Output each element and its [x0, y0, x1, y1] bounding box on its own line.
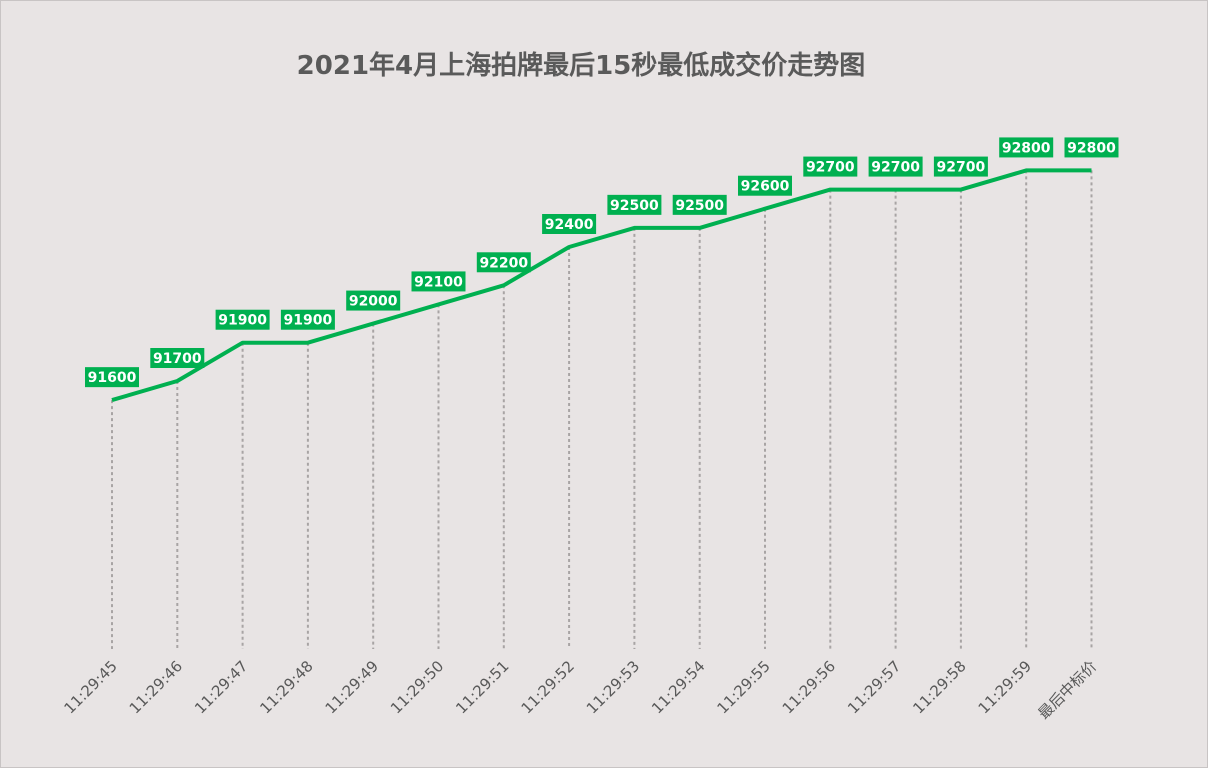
- data-label-text: 92700: [937, 160, 986, 176]
- data-label-text: 92600: [741, 179, 790, 195]
- x-tick-label: 11:29:51: [452, 657, 512, 717]
- data-label-box: [803, 156, 858, 177]
- x-tick-label: 11:29:56: [779, 657, 839, 717]
- data-label-box: [868, 156, 923, 177]
- data-label-box: [346, 290, 401, 311]
- x-tick-label: 11:29:57: [844, 657, 904, 717]
- data-label-box: [933, 156, 988, 177]
- data-label-text: 92100: [414, 274, 463, 290]
- data-label-box: [738, 175, 792, 196]
- data-label-box: [215, 309, 270, 330]
- data-label-text: 91700: [153, 351, 202, 367]
- data-label: 92700: [868, 156, 923, 177]
- drop-lines: [111, 170, 1093, 649]
- data-label-text: 92200: [479, 255, 528, 271]
- data-label-box: [150, 348, 205, 368]
- data-label: 91900: [280, 309, 335, 330]
- x-tick-label: 11:29:45: [60, 657, 120, 717]
- data-label-box: [607, 194, 662, 215]
- x-tick-label: 11:29:59: [975, 657, 1035, 717]
- data-label: 92200: [476, 252, 531, 273]
- data-label-text: 91600: [88, 370, 137, 386]
- x-tick-label: 11:29:52: [518, 657, 578, 717]
- data-labels: 91600 91700 91900 91900 92000 92100 92200 92400…: [85, 137, 1119, 388]
- data-label-text: 92800: [1067, 140, 1116, 156]
- data-label-box: [476, 252, 531, 273]
- data-label-text: 92800: [1002, 140, 1051, 156]
- data-label-box: [672, 194, 727, 215]
- data-label: 92000: [346, 290, 401, 311]
- data-label: 92500: [607, 194, 662, 215]
- data-label: 92700: [803, 156, 858, 177]
- data-label: 92400: [542, 214, 597, 234]
- data-label: 92500: [672, 194, 727, 215]
- x-tick-label: 11:29:58: [909, 657, 969, 717]
- x-tick-label: 11:29:49: [322, 657, 382, 717]
- x-tick-label: 11:29:54: [648, 657, 708, 717]
- data-label: 92600: [738, 175, 792, 196]
- data-label-box: [542, 214, 597, 234]
- x-tick-label: 最后中标价: [1035, 657, 1101, 723]
- data-label-box: [411, 271, 466, 292]
- data-label: 92800: [1064, 137, 1119, 158]
- x-tick-label: 11:29:46: [126, 657, 186, 717]
- series-line: [111, 168, 1092, 403]
- data-label: 91700: [150, 348, 205, 368]
- data-label-box: [1064, 137, 1119, 158]
- data-label: 92700: [933, 156, 988, 177]
- data-label-text: 92700: [806, 160, 855, 176]
- x-tick-label: 11:29:53: [583, 657, 643, 717]
- data-label-box: [999, 137, 1054, 158]
- data-label-text: 92700: [871, 160, 920, 176]
- data-label-box: [280, 309, 335, 330]
- data-label-text: 92500: [610, 198, 659, 214]
- x-tick-label: 11:29:48: [256, 657, 316, 717]
- data-label-text: 92000: [349, 294, 398, 310]
- x-tick-label: 11:29:50: [387, 657, 447, 717]
- data-label: 91600: [85, 367, 139, 388]
- data-label-box: [85, 367, 139, 388]
- data-label-text: 91900: [218, 313, 267, 329]
- x-axis-tick-labels: 11:29:45 11:29:46 11:29:47 11:29:48 11:29:49…: [60, 657, 1100, 723]
- chart-title: 2021年4月上海拍牌最后15秒最低成交价走势图: [296, 51, 866, 81]
- data-label-text: 91900: [284, 313, 333, 329]
- data-label-text: 92500: [675, 198, 724, 214]
- data-label: 92800: [999, 137, 1054, 158]
- x-tick-label: 11:29:47: [191, 657, 251, 717]
- data-label: 92100: [411, 271, 466, 292]
- x-tick-label: 11:29:55: [713, 657, 773, 717]
- data-label-text: 92400: [545, 217, 594, 233]
- data-label: 91900: [215, 309, 270, 330]
